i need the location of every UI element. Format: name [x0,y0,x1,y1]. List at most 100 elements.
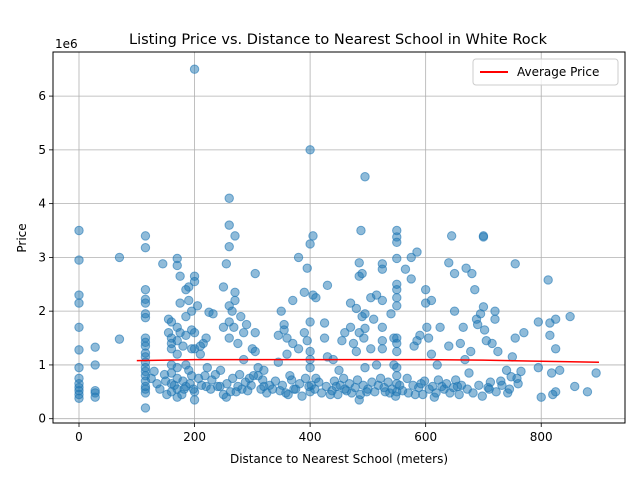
data-point [276,306,286,316]
legend-label-average-price: Average Price [517,65,599,79]
data-point [422,322,432,332]
data-point [386,309,396,319]
x-axis-ticks: 0 200 400 600 800 [75,423,553,444]
data-point [166,368,177,378]
data-point [224,193,234,203]
data-point [160,376,171,386]
data-point [140,298,151,308]
data-point [230,295,240,306]
data-point [241,319,252,330]
data-point [478,302,489,312]
data-point [461,263,471,273]
data-point [477,391,487,401]
data-point [178,341,188,351]
data-point [464,368,474,378]
data-point [234,369,245,380]
plot-frame [52,51,626,424]
data-point [166,344,177,354]
data-point [555,365,565,376]
data-point [510,333,520,343]
data-point [392,253,402,264]
data-point [468,388,478,398]
data-point [493,346,503,357]
data-point [491,387,501,397]
data-point [316,388,327,398]
y-tick-label: 6 [38,89,46,103]
data-point [458,322,468,332]
data-point [392,301,402,311]
data-point [250,327,260,338]
data-point [338,373,349,384]
data-point [74,345,84,355]
data-point [305,145,315,155]
data-point [314,377,324,387]
y-tick-label: 3 [38,250,46,264]
data-point [357,268,367,279]
data-point [140,388,151,398]
data-point [114,252,125,263]
data-point [490,314,500,324]
data-point [345,298,356,308]
data-point [516,366,526,377]
trend-line-average-price [136,358,600,363]
data-point [360,362,370,373]
y-tick-label: 5 [38,143,46,157]
data-point [224,220,234,230]
data-point [455,338,466,349]
data-point [114,334,125,344]
y-axis-ticks: 0 1 2 3 4 5 6 [38,89,53,426]
data-point [406,252,416,263]
data-point [74,298,84,308]
data-point [277,380,288,391]
trend-line-group [136,358,600,363]
data-point [355,389,366,400]
data-point [311,293,321,303]
x-axis-label: Distance to Nearest School (meters) [230,452,448,466]
data-point [377,322,388,332]
x-tick-label: 400 [299,430,322,444]
data-point [179,384,189,394]
data-point [501,365,512,376]
data-point [140,284,151,295]
data-point [258,375,268,385]
x-tick-label: 200 [183,430,206,444]
data-point [479,325,490,335]
data-point [444,258,454,268]
data-point [281,388,291,398]
data-point [348,338,359,349]
data-point [172,362,182,373]
data-point [435,322,445,332]
data-point [426,349,437,359]
data-point [305,362,315,373]
x-tick-label: 600 [414,430,437,444]
data-point [371,360,382,370]
data-point [305,317,315,327]
data-point [402,373,412,384]
data-point [169,380,180,391]
x-tick-label: 800 [530,430,553,444]
data-point [208,309,218,319]
data-point [218,322,229,332]
data-point [392,237,402,248]
y-axis-label: Price [15,223,29,252]
data-point [377,344,388,354]
data-point [472,319,483,330]
data-point [140,403,151,413]
data-point [222,379,232,389]
chart-title: Listing Price vs. Distance to Nearest Sc… [129,32,548,48]
data-point [248,370,259,381]
data-point [229,322,239,332]
data-point [188,384,199,394]
data-point [337,336,347,346]
data-point [426,295,437,306]
data-point [189,276,200,287]
data-point [467,268,477,279]
data-point [233,338,243,349]
data-point [354,258,364,268]
data-point [392,293,402,303]
data-point [487,338,497,349]
data-point [236,311,246,322]
data-point [195,349,206,359]
data-point [383,377,393,387]
